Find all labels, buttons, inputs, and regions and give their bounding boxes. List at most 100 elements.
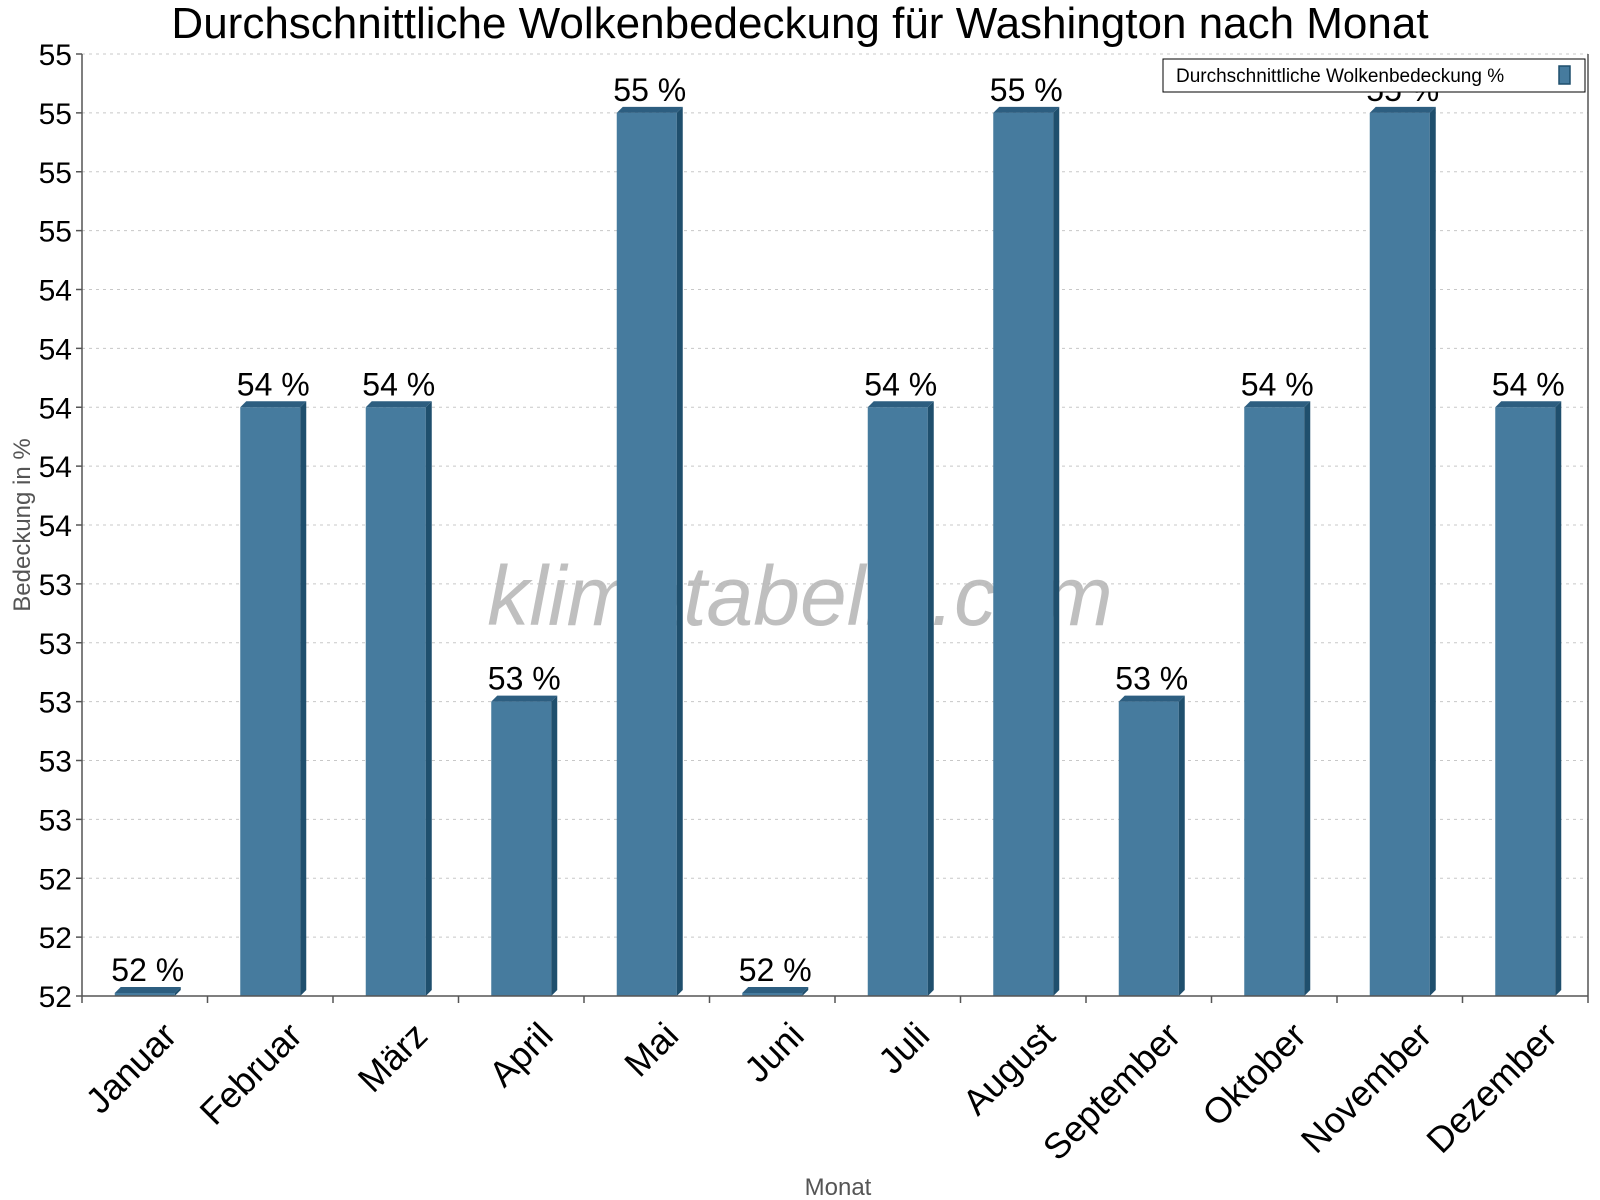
bar-face <box>1495 407 1556 996</box>
y-tick-label: 55 <box>39 216 72 249</box>
x-tick-label: Februar <box>192 1014 310 1132</box>
data-label: 53 % <box>488 661 561 697</box>
bar-dezember <box>1495 401 1562 996</box>
x-tick-label: März <box>350 1014 436 1100</box>
bar-face <box>1118 701 1179 996</box>
legend-label: Durchschnittliche Wolkenbedeckung % <box>1176 66 1504 87</box>
x-tick-label: November <box>1293 1014 1439 1160</box>
bar-top <box>491 695 558 702</box>
bar-side <box>802 987 809 996</box>
bar-face <box>114 993 175 996</box>
data-label: 53 % <box>1115 661 1188 697</box>
bar-face <box>616 112 677 996</box>
bar-februar <box>240 401 307 996</box>
data-label: 54 % <box>362 366 435 402</box>
y-tick-label: 54 <box>39 275 72 308</box>
bar-mai <box>616 106 683 996</box>
y-tick-label: 53 <box>39 687 72 720</box>
data-labels: 52 % 54 % 54 % 53 % 55 % 52 % 54 % 55 % 53 % 54 %… <box>111 72 1564 988</box>
bar-side <box>551 695 558 996</box>
x-tick-label: Mai <box>616 1014 686 1084</box>
bar-face <box>1244 407 1305 996</box>
legend-box <box>1162 58 1586 93</box>
y-tick-label: 53 <box>39 746 72 779</box>
bar-side <box>1053 106 1060 996</box>
y-tick-label: 53 <box>39 569 72 602</box>
bar-side <box>1429 106 1436 996</box>
y-tick-label: 54 <box>39 510 72 543</box>
y-tick-label: 55 <box>39 98 72 131</box>
data-label: 54 % <box>864 366 937 402</box>
bar-top <box>616 106 683 113</box>
bar-top <box>114 987 181 993</box>
bar-top <box>1244 401 1311 408</box>
bar-top <box>365 401 432 408</box>
data-label: 54 % <box>1492 366 1565 402</box>
bar-face <box>240 407 301 996</box>
bar-juli <box>867 401 934 996</box>
y-tick-label: 55 <box>39 39 72 72</box>
bar-side <box>174 987 181 996</box>
x-axis-title: Monat <box>805 1174 872 1200</box>
legend-swatch <box>1558 65 1571 85</box>
y-tick-label: 54 <box>39 392 72 425</box>
y-tick-labels: 52 52 52 53 53 53 53 53 54 54 54 54 54 55 55 55 55 <box>39 39 72 1014</box>
bar-side <box>927 401 934 996</box>
bar-november <box>1369 106 1436 996</box>
x-tick-label: Dezember <box>1418 1014 1564 1160</box>
data-label: 55 % <box>990 72 1063 108</box>
bar-top <box>1118 695 1185 702</box>
chart-title: Durchschnittliche Wolkenbedeckung für Wa… <box>171 0 1428 48</box>
bar-top <box>867 401 934 408</box>
bar-august <box>993 106 1060 996</box>
y-tick-label: 54 <box>39 451 72 484</box>
data-label: 54 % <box>237 366 310 402</box>
data-label: 52 % <box>111 952 184 988</box>
x-tick-label: Juli <box>870 1014 937 1081</box>
bar-märz <box>365 401 432 996</box>
bar-side <box>1178 695 1185 996</box>
bar-juni <box>742 987 809 996</box>
bar-oktober <box>1244 401 1311 996</box>
bar-september <box>1118 695 1185 996</box>
bar-side <box>1555 401 1562 996</box>
grid-lines <box>82 53 1588 997</box>
x-tick-label: Oktober <box>1194 1014 1314 1134</box>
bar-side <box>1304 401 1311 996</box>
bars <box>114 106 1562 996</box>
bar-side <box>425 401 432 996</box>
bar-april <box>491 695 558 996</box>
data-label: 52 % <box>739 952 812 988</box>
bar-top <box>1495 401 1562 408</box>
bar-side <box>300 401 307 996</box>
x-tick-labels: Januar Februar März April Mai Juni Juli AugustS… <box>77 1014 1564 1168</box>
bar-face <box>742 993 803 996</box>
y-tick-label: 53 <box>39 628 72 661</box>
bar-top <box>742 987 809 993</box>
y-tick-label: 52 <box>39 981 72 1014</box>
axes <box>76 53 1589 1003</box>
bar-face <box>867 407 928 996</box>
y-tick-label: 52 <box>39 922 72 955</box>
y-tick-label: 54 <box>39 333 72 366</box>
bar-top <box>1369 106 1436 113</box>
bar-face <box>365 407 426 996</box>
y-axis-title: Bedeckung in % <box>9 438 36 611</box>
bar-top <box>993 106 1060 113</box>
y-tick-label: 55 <box>39 157 72 190</box>
legend: Durchschnittliche Wolkenbedeckung % <box>1162 58 1586 93</box>
bar-januar <box>114 987 181 996</box>
bar-face <box>993 112 1054 996</box>
data-label: 55 % <box>613 72 686 108</box>
bar-face <box>1369 112 1430 996</box>
data-label: 54 % <box>1241 366 1314 402</box>
y-tick-label: 52 <box>39 863 72 896</box>
bar-top <box>240 401 307 408</box>
x-tick-label: Juni <box>736 1014 812 1090</box>
x-tick-label: Januar <box>77 1014 184 1121</box>
x-tick-label: April <box>481 1014 561 1094</box>
x-tick-label: August <box>954 1014 1062 1122</box>
bar-side <box>676 106 683 996</box>
bar-face <box>491 701 552 996</box>
